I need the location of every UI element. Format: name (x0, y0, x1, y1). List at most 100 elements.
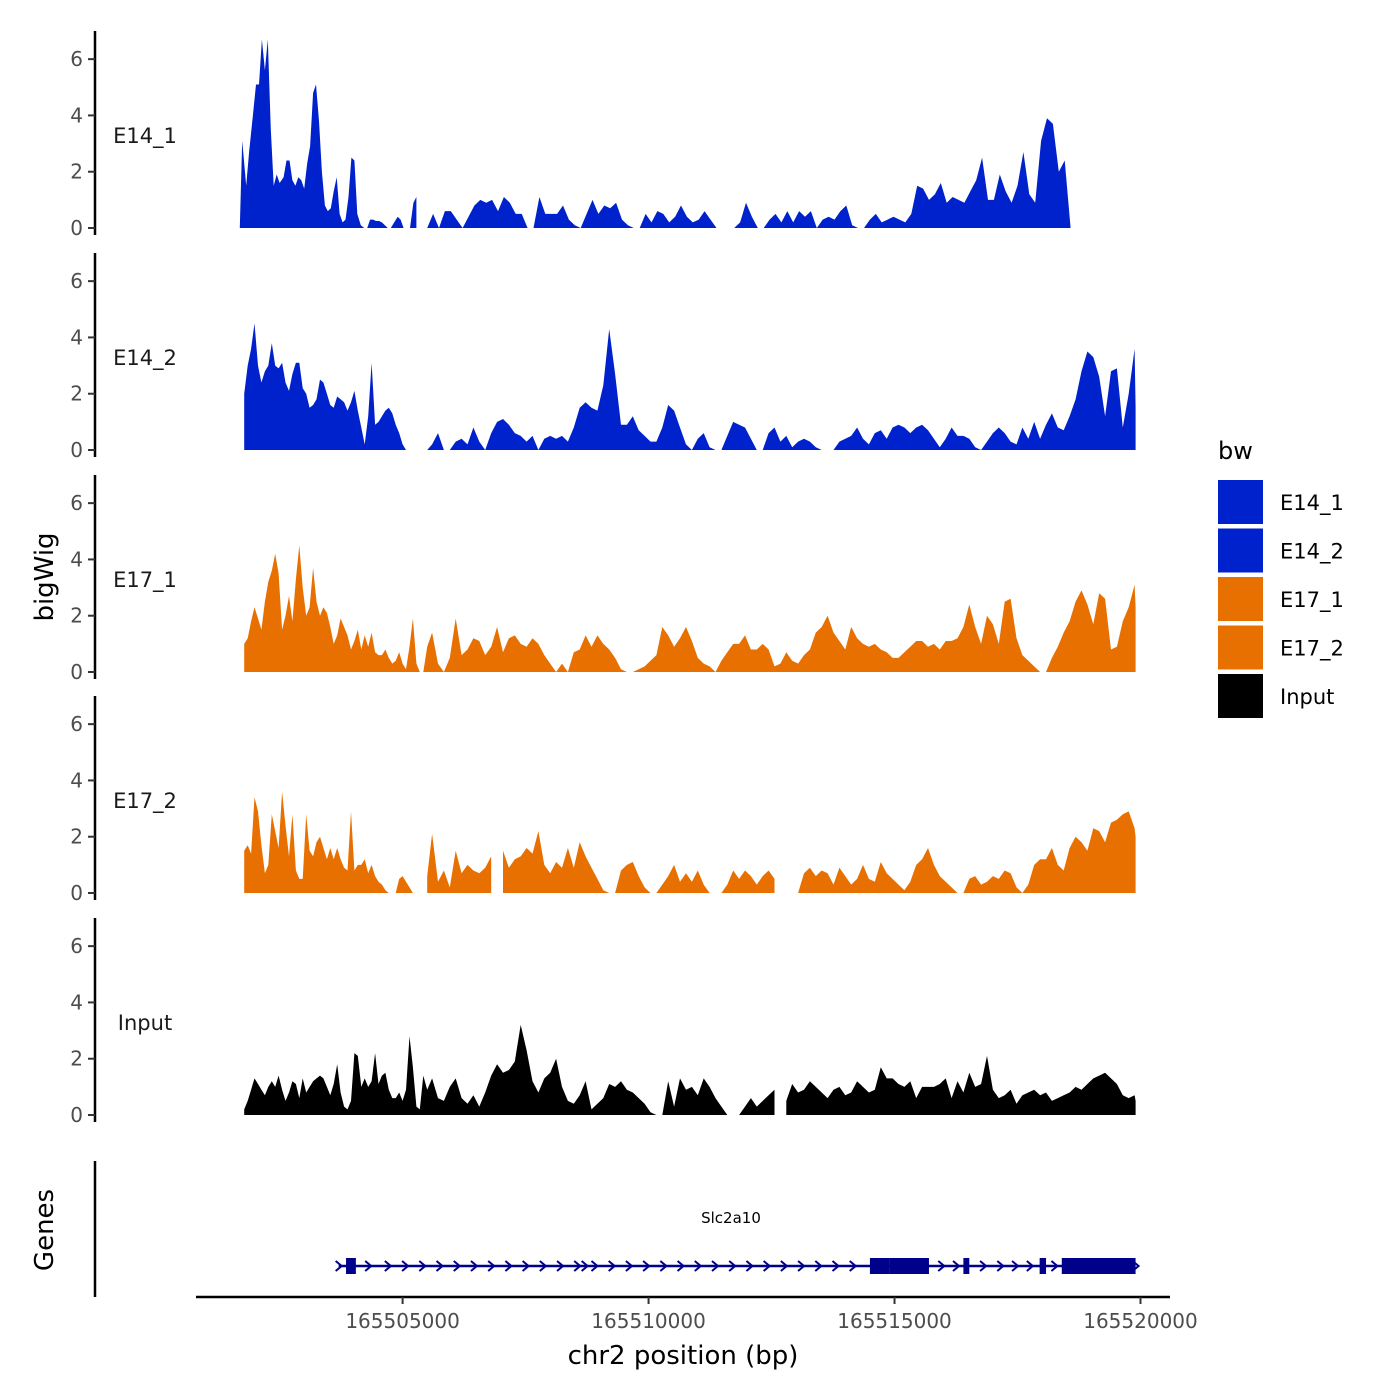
signal-area (427, 833, 492, 893)
strand-arrow (470, 1260, 479, 1272)
track-label: E17_2 (113, 789, 177, 814)
strand-arrow (1050, 1260, 1059, 1272)
strand-arrow (996, 1260, 1005, 1272)
gene-label: Slc2a10 (701, 1209, 761, 1227)
track-E14_2: 0 2 4 6 E14_2 (70, 253, 1136, 462)
gene-exon (346, 1258, 356, 1274)
strand-arrow (487, 1260, 496, 1272)
y-tick-label: 6 (70, 934, 83, 958)
y-tick-label: 4 (70, 547, 83, 571)
strand-arrow (831, 1260, 841, 1272)
y-tick-label: 6 (70, 491, 83, 515)
strand-arrow (659, 1260, 668, 1272)
track-E14_1: 0 2 4 6 E14_1 (70, 31, 1071, 240)
strand-arrow (1026, 1260, 1035, 1272)
strand-arrow (814, 1260, 823, 1272)
strand-arrow (625, 1260, 634, 1272)
strand-arrow (797, 1260, 806, 1272)
y-tick-label: 4 (70, 103, 83, 127)
legend-label: Input (1280, 685, 1334, 709)
strand-arrow (728, 1260, 737, 1272)
legend-entry: Input (1218, 674, 1334, 718)
legend-label: E17_2 (1280, 637, 1344, 662)
signal-area (244, 323, 413, 450)
strand-arrow (573, 1260, 582, 1272)
strand-arrow (539, 1260, 548, 1272)
signal-area (239, 39, 417, 229)
track-label: E14_2 (113, 346, 177, 371)
legend-swatch (1218, 528, 1263, 573)
x-tick-label: 165505000 (345, 1309, 460, 1333)
legend-entry: E17_2 (1218, 625, 1344, 670)
track-E17_2: 0 2 4 6 E17_2 (70, 696, 1136, 905)
y-tick-label: 2 (70, 160, 83, 184)
signal-area (423, 329, 1136, 450)
signal-area (244, 791, 417, 893)
x-tick-label: 165510000 (591, 1309, 706, 1333)
legend-entry: E17_1 (1218, 577, 1344, 621)
strand-arrow (335, 1260, 344, 1272)
y-tick-label: 2 (70, 825, 83, 849)
legend-swatch (1218, 577, 1263, 621)
signal-area (503, 831, 775, 893)
strand-arrow (952, 1260, 961, 1272)
strand-arrow (1011, 1260, 1020, 1272)
strand-arrow (590, 1260, 600, 1272)
strand-arrow (556, 1260, 565, 1272)
strand-arrow (676, 1260, 686, 1272)
strand-arrow (453, 1260, 462, 1272)
track-Input: 0 2 4 6 Input (70, 918, 1136, 1127)
strand-arrow (849, 1260, 858, 1272)
signal-area (244, 1024, 775, 1115)
y-tick-label: 4 (70, 768, 83, 792)
signal-area (786, 1055, 1136, 1115)
strand-arrow (1131, 1260, 1141, 1272)
strand-arrow (937, 1260, 946, 1272)
legend-label: E14_1 (1280, 491, 1344, 516)
strand-arrow (694, 1260, 703, 1272)
y-tick-label: 0 (70, 438, 83, 462)
x-axis: 165505000 165510000 165515000 165520000 (196, 1295, 1198, 1333)
strand-arrow (504, 1260, 513, 1272)
y-tick-label: 2 (70, 604, 83, 628)
y-tick-label: 0 (70, 660, 83, 684)
x-axis-title: chr2 position (bp) (568, 1341, 799, 1371)
gene-exon (1039, 1258, 1047, 1274)
y-tick-label: 6 (70, 269, 83, 293)
legend-entry: E14_2 (1218, 528, 1344, 573)
genes-panel: Slc2a10 (93, 1161, 1141, 1297)
strand-arrow (435, 1260, 445, 1272)
y-tick-label: 0 (70, 216, 83, 240)
strand-arrow (364, 1260, 373, 1272)
track-label: E17_1 (113, 568, 177, 593)
gene-exon (963, 1258, 970, 1274)
legend-label: E14_2 (1280, 540, 1344, 565)
signal-area (244, 545, 1136, 672)
strand-arrow (580, 1260, 590, 1272)
y-tick-label: 2 (70, 382, 83, 406)
y-tick-label: 4 (70, 990, 83, 1014)
strand-arrow (401, 1260, 410, 1272)
bigwig-tracks: 0 2 4 6 E14_1 0 2 4 6 E14_2 0 2 4 6 E17_1 0 2 4 6 E17_2 0 2 4 6… (70, 31, 1136, 1127)
gene-exon (889, 1258, 929, 1274)
strand-arrow (521, 1260, 531, 1272)
y-axis-title-bigwig: bigWig (30, 532, 60, 621)
strand-arrow (418, 1260, 427, 1272)
legend: bw E14_1 E14_2 E17_1 E17_2 Input (1218, 437, 1344, 718)
legend-entry: E14_1 (1218, 480, 1344, 524)
gene-exon (1061, 1258, 1136, 1274)
legend-swatch (1218, 625, 1263, 670)
x-tick-label: 165515000 (837, 1309, 952, 1333)
track-label: Input (118, 1011, 172, 1035)
y-tick-label: 0 (70, 881, 83, 905)
y-tick-label: 4 (70, 325, 83, 349)
track-E17_1: 0 2 4 6 E17_1 (70, 475, 1136, 684)
x-tick-label: 165520000 (1083, 1309, 1198, 1333)
y-tick-label: 0 (70, 1103, 83, 1127)
strand-arrow (711, 1260, 720, 1272)
strand-arrow (642, 1260, 651, 1272)
strand-arrow (780, 1260, 789, 1272)
signal-area (427, 118, 1071, 228)
legend-swatch (1218, 674, 1263, 718)
